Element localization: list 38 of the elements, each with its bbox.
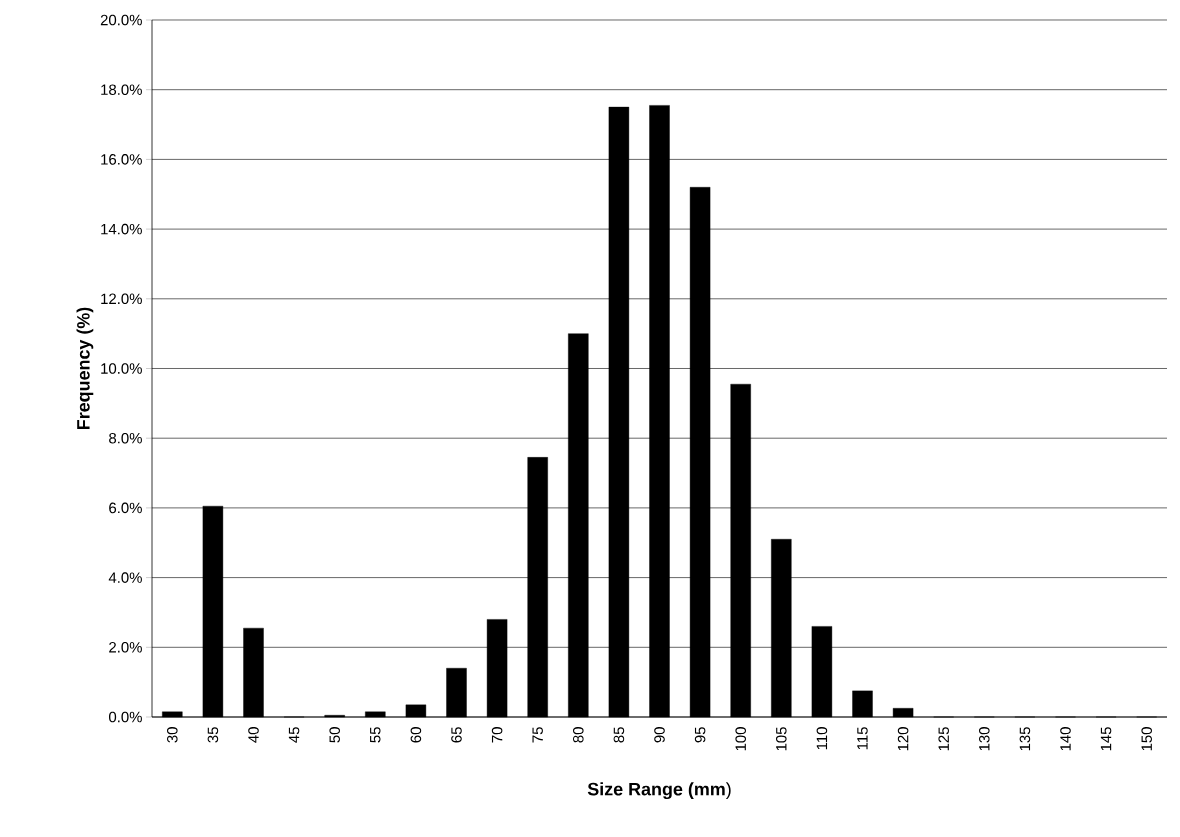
x-tick-label: 80	[573, 727, 584, 743]
y-tick-label: 6.0%	[109, 502, 142, 514]
x-tick-label: 100	[735, 727, 746, 751]
y-tick-label: 2.0%	[109, 642, 142, 653]
y-tick-label: 4.0%	[108, 572, 142, 583]
x-tick-label: 130	[979, 727, 990, 751]
y-tick-label: 10.0%	[101, 363, 142, 374]
x-tick-label: 140	[1060, 727, 1071, 751]
x-tick-label: 145	[1100, 727, 1112, 751]
x-tick-label: 50	[329, 727, 340, 743]
y-tick-label: 8.0%	[109, 432, 142, 444]
y-axis-title: Frequency (%)	[76, 307, 94, 430]
x-tick-label: 90	[654, 727, 665, 743]
x-tick-label: 40	[248, 727, 259, 743]
x-tick-label: 30	[167, 727, 178, 743]
x-axis-title: Size Range (mm)	[587, 782, 731, 800]
x-tick-label: 35	[207, 727, 219, 743]
y-tick-label: 20.0%	[100, 14, 142, 26]
x-tick-label: 55	[370, 727, 381, 743]
x-tick-label: 95	[694, 727, 706, 743]
x-tick-label: 85	[613, 727, 625, 743]
x-tick-label: 45	[288, 727, 300, 743]
x-tick-label: 60	[410, 727, 422, 743]
y-tick-label: 0.0%	[109, 711, 142, 723]
y-tick-label: 16.0%	[101, 154, 142, 165]
x-tick-label: 65	[451, 727, 462, 743]
x-tick-label: 125	[938, 727, 949, 751]
x-tick-label: 105	[776, 727, 787, 751]
x-tick-label: 150	[1141, 727, 1152, 751]
x-tick-label: 115	[857, 727, 868, 750]
x-tick-label: 135	[1019, 727, 1031, 751]
x-tick-label: 70	[491, 727, 503, 743]
y-tick-label: 18.0%	[101, 84, 142, 95]
x-tick-label: 120	[897, 727, 909, 751]
x-tick-label: 110	[816, 727, 828, 750]
y-tick-label: 14.0%	[101, 223, 142, 235]
y-tick-label: 12.0%	[101, 293, 142, 305]
x-tick-label: 75	[532, 727, 543, 743]
